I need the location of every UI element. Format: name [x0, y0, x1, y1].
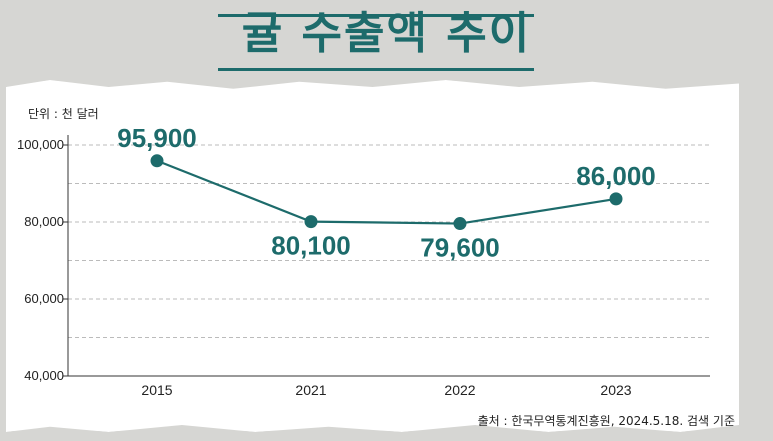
series-line: [156, 159, 617, 225]
x-tick-label: 2022: [444, 382, 475, 398]
y-tick-label: 40,000: [24, 368, 64, 383]
data-label: 86,000: [576, 161, 656, 191]
y-tick-label: 100,000: [17, 137, 64, 152]
data-point: [453, 217, 467, 231]
y-tick-label: 80,000: [24, 214, 64, 229]
x-tick-label: 2021: [295, 382, 326, 398]
source-label: 출처 : 한국무역통계진흥원, 2024.5.18. 검색 기준: [477, 414, 735, 428]
data-point: [304, 215, 318, 229]
data-point: [609, 192, 623, 206]
title-top-rule: [218, 14, 534, 17]
chart-paper: [6, 80, 739, 432]
unit-label: 단위 : 천 달러: [28, 107, 99, 121]
y-tick-label: 60,000: [24, 291, 64, 306]
title-bottom-rule: [218, 68, 534, 71]
x-tick-label: 2015: [141, 382, 172, 398]
data-label: 79,600: [420, 233, 500, 263]
data-label: 95,900: [117, 123, 197, 153]
data-label: 80,100: [271, 231, 351, 261]
data-point: [150, 154, 164, 168]
x-tick-label: 2023: [600, 382, 631, 398]
